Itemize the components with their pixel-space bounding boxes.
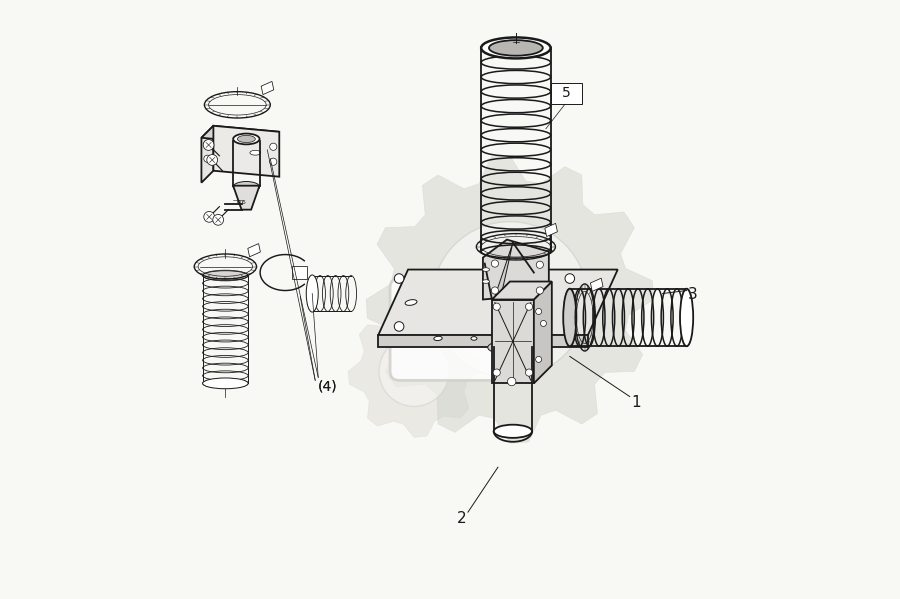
- Circle shape: [394, 274, 404, 283]
- Polygon shape: [492, 300, 534, 383]
- Text: (4): (4): [318, 379, 337, 394]
- Circle shape: [508, 377, 516, 386]
- Text: 0.6: 0.6: [236, 199, 246, 205]
- Circle shape: [536, 261, 544, 268]
- Ellipse shape: [405, 300, 417, 305]
- Text: (4): (4): [318, 379, 337, 394]
- Text: 1: 1: [631, 395, 641, 410]
- Polygon shape: [544, 223, 557, 237]
- Polygon shape: [202, 126, 213, 183]
- Circle shape: [212, 214, 223, 225]
- Ellipse shape: [471, 337, 477, 340]
- Circle shape: [270, 158, 277, 165]
- Ellipse shape: [680, 289, 693, 346]
- Polygon shape: [366, 156, 653, 443]
- Circle shape: [526, 369, 533, 376]
- Circle shape: [207, 155, 218, 165]
- FancyBboxPatch shape: [292, 266, 307, 279]
- Circle shape: [536, 287, 544, 294]
- Polygon shape: [348, 305, 480, 437]
- Ellipse shape: [306, 275, 319, 312]
- Ellipse shape: [434, 336, 442, 341]
- Ellipse shape: [563, 289, 576, 346]
- Circle shape: [203, 155, 211, 162]
- Polygon shape: [261, 81, 274, 95]
- Circle shape: [536, 356, 542, 362]
- Polygon shape: [495, 243, 513, 297]
- Polygon shape: [248, 244, 260, 257]
- Polygon shape: [202, 126, 279, 144]
- Polygon shape: [534, 282, 552, 383]
- Circle shape: [270, 143, 277, 150]
- Circle shape: [432, 222, 588, 377]
- Ellipse shape: [482, 268, 490, 271]
- Circle shape: [565, 322, 574, 331]
- Ellipse shape: [202, 270, 248, 281]
- Circle shape: [536, 308, 542, 314]
- Polygon shape: [590, 278, 603, 291]
- Circle shape: [565, 274, 574, 283]
- Circle shape: [491, 287, 499, 294]
- Ellipse shape: [482, 280, 490, 283]
- Circle shape: [203, 140, 214, 150]
- Text: OREM: OREM: [433, 319, 497, 338]
- Ellipse shape: [482, 37, 551, 58]
- Circle shape: [540, 320, 546, 326]
- Ellipse shape: [494, 425, 532, 438]
- Circle shape: [493, 303, 500, 310]
- Polygon shape: [378, 335, 588, 347]
- FancyBboxPatch shape: [390, 279, 540, 380]
- Circle shape: [379, 337, 449, 406]
- Polygon shape: [492, 282, 552, 300]
- Ellipse shape: [202, 378, 248, 389]
- Circle shape: [526, 303, 533, 310]
- Ellipse shape: [250, 150, 261, 155]
- Text: 2: 2: [457, 510, 467, 526]
- Polygon shape: [233, 186, 259, 210]
- FancyBboxPatch shape: [551, 83, 582, 104]
- Polygon shape: [213, 126, 279, 177]
- Ellipse shape: [233, 181, 259, 192]
- Polygon shape: [483, 240, 549, 300]
- Polygon shape: [378, 270, 617, 335]
- Text: 5: 5: [562, 86, 572, 101]
- Ellipse shape: [238, 135, 256, 143]
- Circle shape: [491, 260, 499, 267]
- Ellipse shape: [489, 40, 543, 56]
- Ellipse shape: [488, 340, 538, 355]
- Text: 3: 3: [688, 287, 698, 302]
- Ellipse shape: [233, 134, 259, 144]
- Circle shape: [203, 211, 214, 222]
- Circle shape: [394, 322, 404, 331]
- Circle shape: [203, 140, 211, 147]
- Circle shape: [493, 369, 500, 376]
